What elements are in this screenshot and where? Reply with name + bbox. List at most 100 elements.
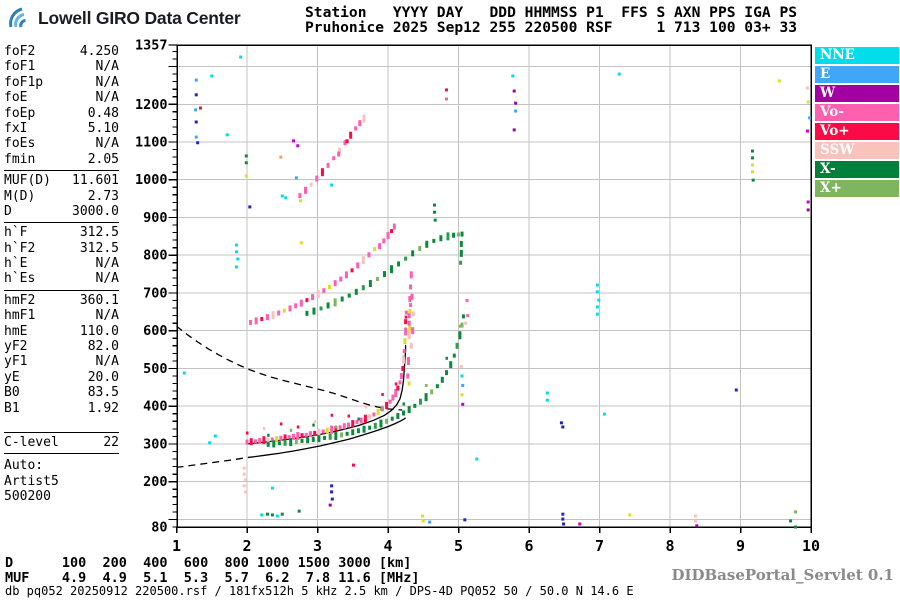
x-tick-label: 10 xyxy=(802,537,820,555)
noise-points xyxy=(182,55,812,529)
parameter-label: foEs xyxy=(4,136,36,152)
autoscaling-line: Artist5 xyxy=(4,473,59,489)
y-tick-label: 600 xyxy=(143,323,167,339)
parameter-value: N/A xyxy=(95,271,119,287)
parameter-value: 82.0 xyxy=(87,339,119,355)
x-tick-label: 2 xyxy=(242,537,251,555)
y-axis-labels: 1357 1200 1100 1000 900 800 700 600 500 400 300 200… xyxy=(135,37,168,535)
d-row: D 100 200 400 600 800 1000 1500 3000 [km… xyxy=(5,555,412,571)
y-tick-label: 80 xyxy=(151,520,167,536)
parameter-row: yE 20.0 xyxy=(4,370,119,385)
x-tick-label: 3 xyxy=(313,537,322,555)
header-values-line: Pruhonice 2025 Sep12 255 220500 RSF 1 71… xyxy=(305,19,798,36)
parameter-label: foF2 xyxy=(4,44,36,59)
legend-item-nne: NNE xyxy=(815,47,899,64)
y-tick-label: 1200 xyxy=(135,97,168,113)
muf-row: MUF 4.9 4.9 5.1 5.3 5.7 6.2 7.8 11.6 [MH… xyxy=(5,569,420,586)
logo-text: Lowell GIRO Data Center xyxy=(38,7,241,28)
parameter-label: B1 xyxy=(4,400,20,416)
header-columns-line: Station YYYY DAY DDD HHMMSS P1 FFS S AXN… xyxy=(305,4,798,21)
parameter-row: yF1 N/A xyxy=(4,354,119,369)
parameter-row: C-level 22 xyxy=(4,435,119,450)
parameter-label: yE xyxy=(4,369,20,385)
parameter-row: M(D) 2.73 xyxy=(4,189,119,204)
series-f-trace-o-mode-3rd-hop xyxy=(298,114,366,199)
parameter-value: 3000.0 xyxy=(72,203,119,219)
y-tick-label: 1357 xyxy=(135,37,168,53)
parameter-label: h`Es xyxy=(4,271,36,287)
parameter-row: hmF2 360.1 xyxy=(4,293,119,308)
parameter-row: D 3000.0 xyxy=(4,204,119,219)
y-tick-label: 800 xyxy=(143,248,167,264)
parameter-row: foEp 0.48 xyxy=(4,106,119,121)
parameter-value: 312.5 xyxy=(79,240,119,256)
parameter-value: 5.10 xyxy=(87,120,119,136)
x-tick-label: 5 xyxy=(454,537,463,555)
true-height-profile xyxy=(250,417,407,458)
parameter-value: 2.73 xyxy=(87,188,119,204)
parameter-value: 312.5 xyxy=(79,225,119,241)
legend-item-w: W xyxy=(815,85,899,102)
series-f-trace-o-mode-cusp-scatter xyxy=(406,293,415,386)
parameter-label: h`F2 xyxy=(4,240,36,256)
parameter-value: 11.601 xyxy=(72,173,119,189)
logo[interactable]: Lowell GIRO Data Center xyxy=(8,5,241,31)
y-tick-label: 700 xyxy=(143,285,167,301)
parameter-row: h`F2 312.5 xyxy=(4,241,119,256)
parameter-value: N/A xyxy=(95,354,119,370)
measurement-header: Station YYYY DAY DDD HHMMSS P1 FFS S AXN… xyxy=(305,5,797,35)
parameter-value: N/A xyxy=(95,90,119,106)
divider xyxy=(4,170,119,172)
y-tick-label: 500 xyxy=(143,361,167,377)
x-tick-label: 4 xyxy=(383,537,392,555)
axis-ticks xyxy=(168,44,812,533)
parameter-value: 2.05 xyxy=(87,151,119,167)
parameter-label: D xyxy=(4,203,12,219)
parameter-row: foF1 N/A xyxy=(4,59,119,74)
parameter-label: hmF1 xyxy=(4,308,36,324)
x-tick-label: 7 xyxy=(595,537,604,555)
parameter-value: 0.48 xyxy=(87,105,119,121)
parameter-label: yF2 xyxy=(4,339,28,355)
series-f-trace-x-mode-1st-hop xyxy=(266,314,465,448)
servlet-version-label: DIDBasePortal_Servlet 0.1 xyxy=(671,566,894,584)
autoscaling-info: Auto: Artist5 500200 xyxy=(4,458,119,504)
parameter-label: C-level xyxy=(4,434,59,450)
parameter-value: 360.1 xyxy=(79,292,119,308)
parameter-row: h`Es N/A xyxy=(4,271,119,286)
divider xyxy=(4,431,119,433)
x-tick-label: 6 xyxy=(524,537,533,555)
divider xyxy=(4,222,119,224)
parameter-row: foF2 4.250 xyxy=(4,44,119,59)
parameter-row: hmE 110.0 xyxy=(4,324,119,339)
y-tick-label: 1100 xyxy=(135,135,168,151)
x-tick-label: 9 xyxy=(736,537,745,555)
parameter-label: h`F xyxy=(4,225,28,241)
parameter-value: 110.0 xyxy=(79,323,119,339)
parameter-value: N/A xyxy=(95,74,119,90)
parameter-row: h`E N/A xyxy=(4,256,119,271)
profile-model-extension xyxy=(176,456,251,469)
parameter-row: B0 83.5 xyxy=(4,385,119,400)
y-tick-label: 400 xyxy=(143,399,167,415)
parameter-label: yF1 xyxy=(4,354,28,370)
plot-gridlines xyxy=(177,45,811,527)
parameter-label: B0 xyxy=(4,385,20,401)
parameter-value: 83.5 xyxy=(87,385,119,401)
series-f-trace-x-mode-2nd-hop xyxy=(305,231,464,316)
parameter-label: foEp xyxy=(4,105,36,121)
parameter-label: foE xyxy=(4,90,28,106)
parameter-label: M(D) xyxy=(4,188,36,204)
parameter-value: 22 xyxy=(103,434,119,450)
autoscaling-line: 500200 xyxy=(4,489,51,505)
parameter-value: N/A xyxy=(95,308,119,324)
parameter-value: N/A xyxy=(95,256,119,272)
parameter-value: N/A xyxy=(95,136,119,152)
record-status-line: db pq052 20250912 220500.rsf / 181fx512h… xyxy=(5,584,634,598)
x-tick-label: 8 xyxy=(665,537,674,555)
divider xyxy=(4,289,119,291)
parameter-row: fmin 2.05 xyxy=(4,152,119,167)
parameter-row: foF1p N/A xyxy=(4,75,119,90)
x-axis-labels: 1 2 3 4 5 6 7 8 9 10 xyxy=(172,537,820,555)
